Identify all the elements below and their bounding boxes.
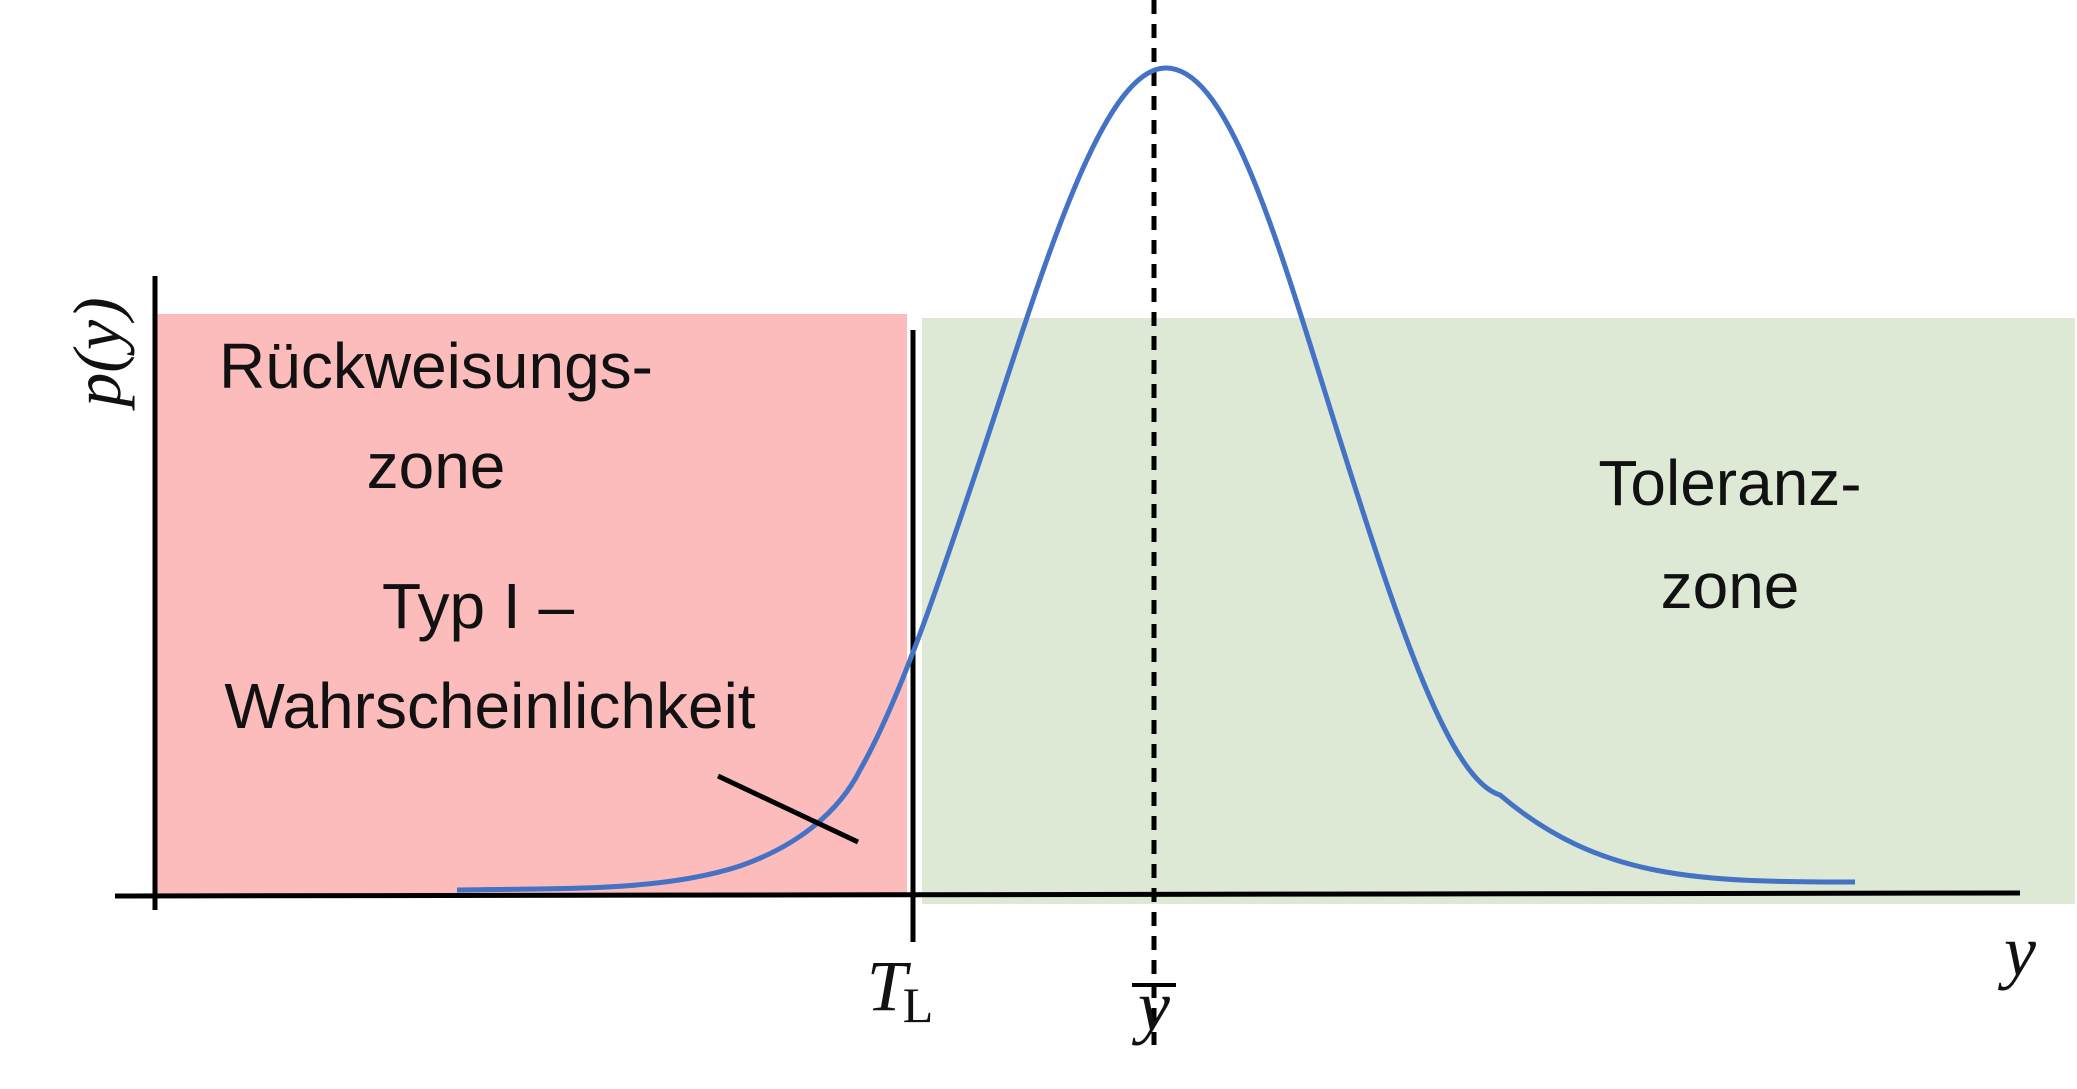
x-axis <box>114 890 2021 899</box>
tolerance-zone-label-line2: zone <box>1661 550 1800 622</box>
rejection-zone-label-line1: Rückweisungs- <box>219 330 653 402</box>
rejection-zone <box>155 314 907 895</box>
tolerance-zone <box>922 318 2075 904</box>
tolerance-zone-label-line1: Toleranz- <box>1598 447 1861 519</box>
threshold-tick-label: TL <box>867 946 934 1033</box>
x-axis-label: y <box>1997 911 2036 991</box>
distribution-curve <box>456 65 1856 893</box>
rejection-zone-label-line2: zone <box>367 430 506 502</box>
annotation-pointer <box>716 773 860 845</box>
type1-label-line2: Wahrscheinlichkeit <box>224 670 755 742</box>
type1-label-line1: Typ I – <box>382 570 575 642</box>
mean-tick-label: y <box>1131 966 1170 1046</box>
y-axis-label: p(y) <box>59 297 135 410</box>
